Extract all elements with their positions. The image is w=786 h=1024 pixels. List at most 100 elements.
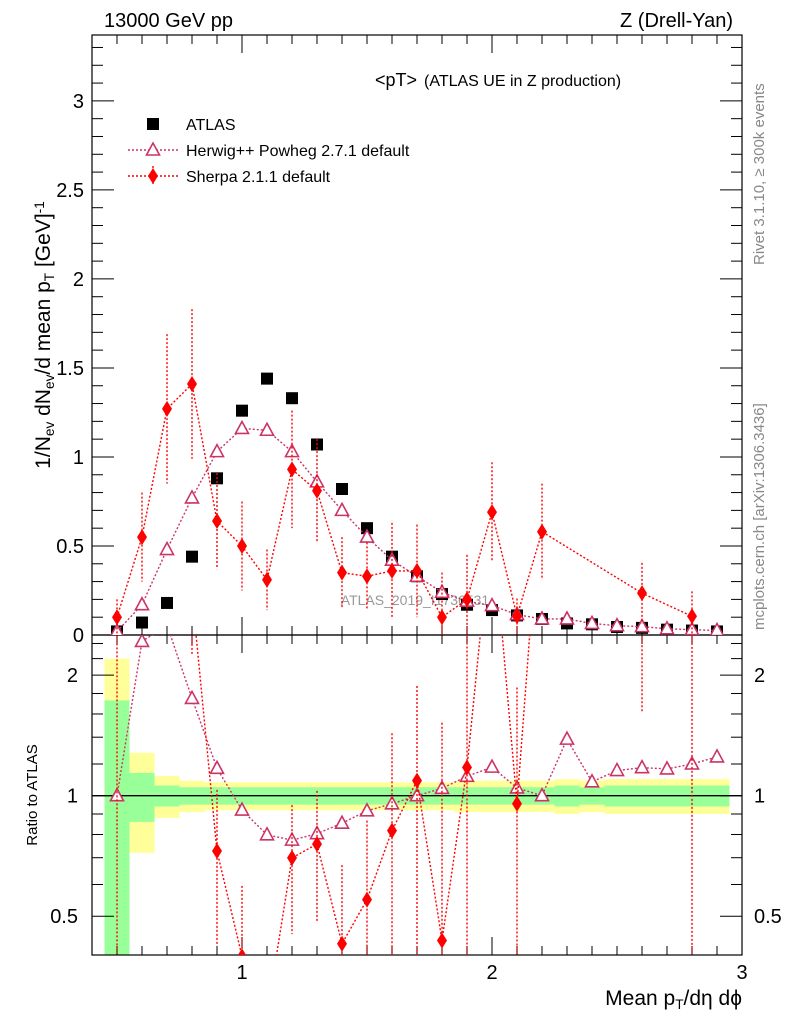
label-part: T — [42, 272, 57, 281]
data-layer — [109, 309, 725, 955]
data-point — [187, 375, 197, 392]
y-axis-label: 1/Nev dNev/d mean pT [GeV]-1 — [32, 201, 57, 469]
data-point — [359, 528, 375, 543]
data-point — [484, 596, 500, 612]
ratio-point — [537, 464, 547, 480]
y-tick-label: 2.5 — [56, 180, 84, 202]
data-point — [159, 540, 175, 556]
data-point — [259, 421, 275, 437]
data-point — [262, 571, 272, 588]
data-point — [512, 608, 522, 625]
ratio-point — [387, 822, 397, 839]
ratio-point — [412, 772, 422, 789]
y-tick-label: 3 — [73, 91, 84, 113]
legend-marker — [145, 141, 161, 156]
data-point — [337, 564, 347, 581]
ratio-point — [112, 508, 122, 524]
header-right: Z (Drell-Yan) — [620, 10, 733, 32]
x-tick-label: 3 — [736, 962, 747, 984]
ratio-point — [362, 891, 372, 908]
ratio-series-line — [195, 635, 531, 955]
ratio-plot-data — [109, 429, 725, 955]
data-point — [312, 482, 322, 499]
data-point — [112, 609, 122, 626]
data-point — [186, 550, 198, 563]
ratio-y-axis-label: Ratio to ATLAS — [24, 744, 41, 845]
data-point — [334, 501, 350, 517]
ratio-tick-label-right: 1 — [754, 786, 765, 808]
data-point — [234, 419, 250, 435]
ratio-point — [634, 758, 650, 774]
y-tick-label: 1 — [73, 447, 84, 469]
data-point — [659, 620, 675, 635]
ratio-point — [462, 759, 472, 776]
legend: ATLAS Herwig++ Powheg 2.7.1 default Sherpa… — [128, 117, 410, 186]
label-part: /dη dϕ — [684, 987, 742, 1010]
y-tick-label: 1.5 — [56, 358, 84, 380]
ratio-point — [209, 759, 225, 775]
data-point — [134, 596, 150, 611]
data-point — [136, 616, 148, 629]
data-point — [237, 537, 247, 554]
ratio-point — [437, 932, 447, 949]
ratio-point — [259, 826, 275, 841]
data-point — [537, 523, 547, 540]
data-point — [437, 609, 447, 626]
x-axis-label: Mean pT/dη dϕ — [605, 987, 742, 1012]
ratio-point — [559, 730, 575, 745]
x-tick-label: 2 — [486, 962, 497, 984]
data-point — [361, 522, 373, 535]
rivet-label: Rivet 3.1.10, ≥ 300k events — [751, 83, 768, 265]
ratio-point — [359, 802, 375, 817]
ratio-point — [337, 935, 347, 952]
ratio-tick-label: 2 — [67, 665, 78, 687]
data-point — [161, 596, 173, 609]
ratio-point — [137, 429, 147, 445]
x-tick-label: 1 — [236, 962, 247, 984]
data-point — [634, 617, 650, 633]
ratio-point — [187, 585, 197, 601]
data-point — [261, 372, 273, 385]
data-point — [609, 617, 625, 632]
ratio-tick-label-right: 2 — [754, 665, 765, 687]
label-part: /d mean p — [32, 281, 55, 374]
ratio-point — [512, 795, 522, 812]
legend-marker — [147, 118, 159, 130]
data-point — [637, 585, 647, 602]
ratio-point — [212, 843, 222, 860]
data-point — [534, 610, 550, 625]
data-point — [559, 610, 575, 625]
mcplots-label: mcplots.cern.ch [arXiv:1306.3436] — [751, 403, 768, 630]
label-part: Mean p — [605, 987, 675, 1010]
data-point — [362, 568, 372, 585]
ratio-point — [234, 801, 250, 816]
y-tick-label: 0 — [73, 625, 84, 647]
label-part: 1/N — [32, 436, 55, 469]
y-tick-label: 2 — [73, 269, 84, 291]
series-line — [116, 382, 693, 620]
ratio-point — [287, 849, 297, 866]
ratio-tick-label: 0.5 — [50, 906, 78, 928]
y-tick-label: 0.5 — [56, 536, 84, 558]
ratio-point — [312, 836, 322, 853]
data-point — [412, 562, 422, 579]
ratio-point — [184, 689, 200, 705]
data-point — [212, 513, 222, 530]
ratio-point — [134, 635, 150, 648]
ratio-point — [637, 480, 647, 496]
ratio-point — [534, 787, 550, 802]
header-left: 13000 GeV pp — [104, 10, 233, 32]
ratio-point — [584, 773, 600, 788]
data-point — [336, 483, 348, 496]
ratio-tick-label: 1 — [67, 786, 78, 808]
axes: 1 2 3 0 0.5 1 1.5 2 2.5 3 0.5 0.5 1 1 2 2 — [50, 34, 782, 984]
main-plot-data — [110, 309, 725, 635]
legend-label: Sherpa 2.1.1 default — [186, 169, 331, 186]
label-part: [GeV] — [32, 213, 55, 273]
data-point — [137, 529, 147, 546]
legend-marker — [148, 168, 158, 184]
ratio-point — [484, 758, 500, 773]
data-point — [236, 404, 248, 417]
data-point — [709, 621, 725, 635]
